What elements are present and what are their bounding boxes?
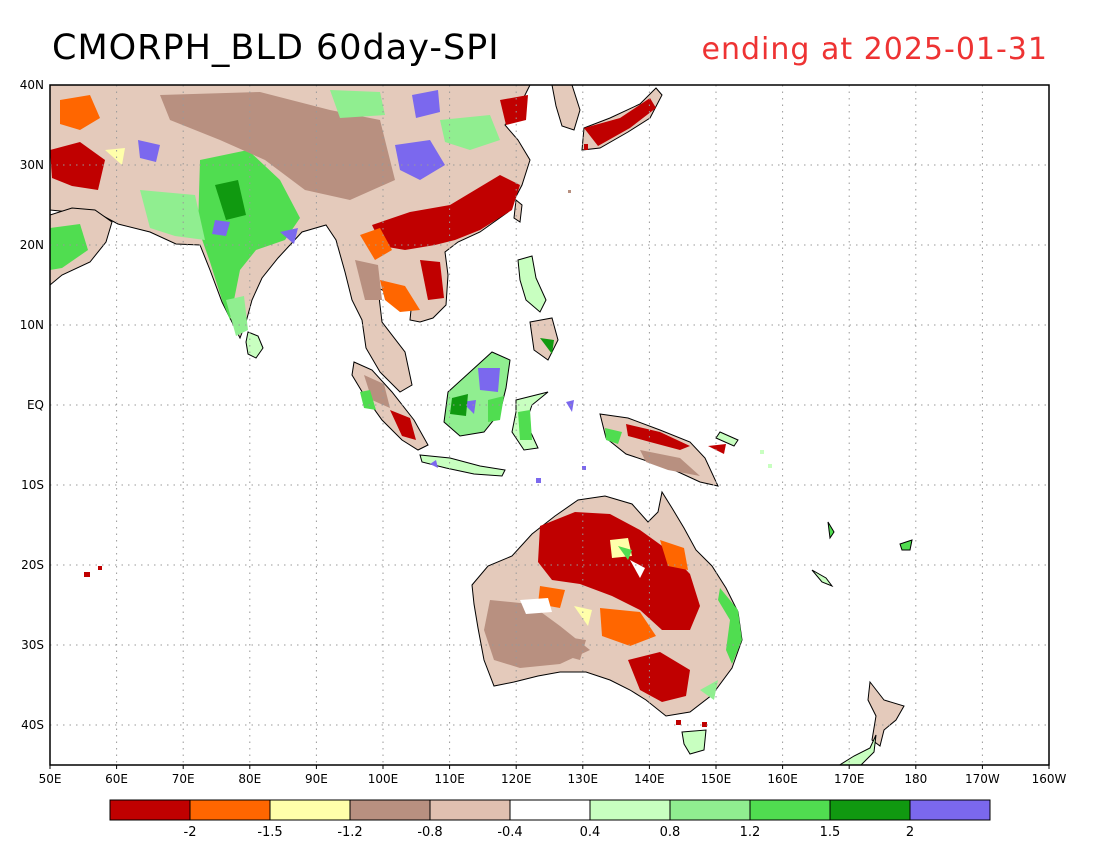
- land-tasmania: [681, 729, 707, 755]
- lon-tick-label: 120E: [501, 772, 532, 786]
- land-taiwan: [513, 199, 523, 223]
- land-korea: [551, 85, 581, 131]
- colorbar-swatch: [509, 799, 591, 821]
- lat-tick-label: 10N: [20, 318, 44, 332]
- colorbar-label: -0.4: [497, 825, 522, 840]
- lon-tick-label: 150E: [701, 772, 732, 786]
- lon-tick-label: 170W: [965, 772, 1000, 786]
- lat-tick-label: 20S: [21, 558, 44, 572]
- colorbar-label: 1.2: [740, 825, 761, 840]
- colorbar-label: 2: [906, 825, 914, 840]
- lon-tick-label: 140E: [634, 772, 665, 786]
- colorbar-swatch: [109, 799, 191, 821]
- lon-tick-label: 160W: [1032, 772, 1067, 786]
- colorbar-label: -2: [184, 825, 197, 840]
- colorbar-swatch: [429, 799, 511, 821]
- land-nz-south: [838, 734, 877, 765]
- land-new-guinea: [599, 413, 719, 487]
- colorbar-swatch: [829, 799, 911, 821]
- land-new-caledonia: [811, 569, 834, 588]
- map-body: [50, 85, 913, 765]
- land-sri-lanka: [245, 331, 264, 359]
- lat-tick-label: EQ: [27, 398, 44, 412]
- lon-tick-label: 50E: [39, 772, 62, 786]
- colorbar-swatch: [669, 799, 751, 821]
- colorbar-label: -1.2: [337, 825, 362, 840]
- lat-axis: 40N 30N 20N 10N EQ 10S 20S 30S 40S: [20, 78, 44, 732]
- land-fiji: [899, 539, 913, 551]
- lon-tick-label: 60E: [105, 772, 128, 786]
- lon-tick-label: 90E: [305, 772, 328, 786]
- land-luzon: [517, 255, 547, 313]
- lon-tick-label: 100E: [368, 772, 399, 786]
- colorbar-swatch: [349, 799, 431, 821]
- lon-tick-label: 70E: [172, 772, 195, 786]
- colorbar-label: 0.8: [660, 825, 681, 840]
- colorbar-swatch: [269, 799, 351, 821]
- map-frame: [49, 84, 1050, 766]
- spi-patches-australia: [484, 512, 742, 702]
- lat-tick-label: 30S: [21, 638, 44, 652]
- colorbar-swatch: [749, 799, 831, 821]
- land-nz-north: [867, 680, 905, 747]
- colorbar-swatch: [589, 799, 671, 821]
- map-gridlines: [50, 85, 1049, 765]
- lat-tick-label: 30N: [20, 158, 44, 172]
- colorbar: -2 -1.5 -1.2 -0.8 -0.4 0.4 0.8 1.2 1.5 2: [109, 799, 991, 840]
- land-borneo: [443, 351, 511, 437]
- map-subtitle: ending at 2025-01-31: [701, 32, 1048, 67]
- colorbar-label: -0.8: [417, 825, 442, 840]
- colorbar-label: 1.5: [820, 825, 841, 840]
- colorbar-label: 0.4: [580, 825, 601, 840]
- colorbar-swatch: [189, 799, 271, 821]
- lat-tick-label: 40S: [21, 718, 44, 732]
- colorbar-label: -1.5: [257, 825, 282, 840]
- map-title: CMORPH_BLD 60day-SPI: [52, 28, 500, 68]
- spi-patches-asia: [50, 90, 656, 336]
- land-solomons: [715, 431, 739, 447]
- lon-tick-label: 130E: [568, 772, 599, 786]
- lon-tick-label: 160E: [767, 772, 798, 786]
- lon-axis: 50E 60E 70E 80E 90E 100E 110E 120E 130E 140E 150E 1…: [39, 765, 1067, 786]
- spi-patches-maritime: [360, 338, 726, 476]
- lon-tick-label: 170E: [834, 772, 865, 786]
- lat-tick-label: 10S: [21, 478, 44, 492]
- lon-tick-label: 80E: [238, 772, 261, 786]
- lat-tick-label: 20N: [20, 238, 44, 252]
- land-vanuatu: [827, 521, 835, 540]
- land-java: [419, 454, 506, 477]
- spi-scattered-pixels: [84, 144, 772, 727]
- lon-tick-label: 180: [904, 772, 927, 786]
- lon-tick-label: 110E: [434, 772, 465, 786]
- lat-tick-label: 40N: [20, 78, 44, 92]
- colorbar-swatch: [909, 799, 991, 821]
